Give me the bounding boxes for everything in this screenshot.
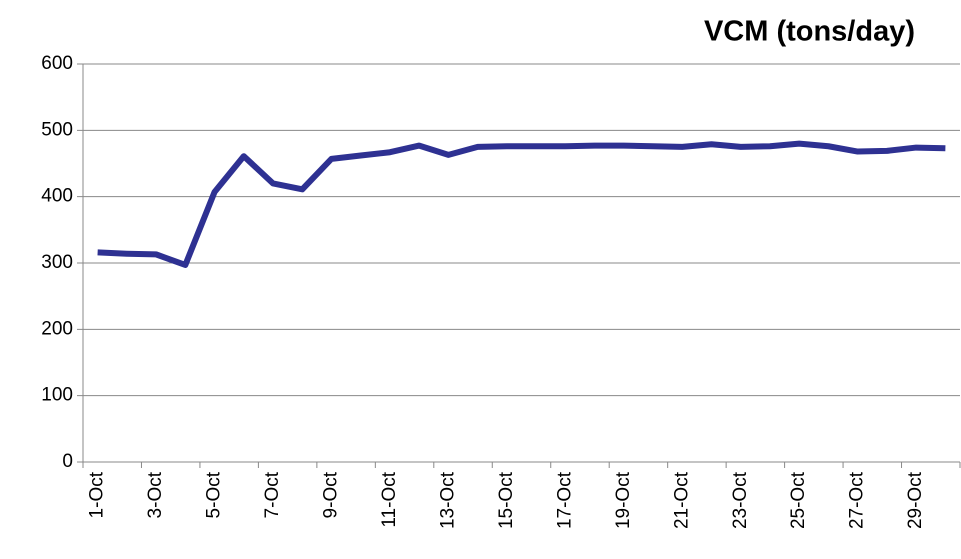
x-tick-label: 13-Oct bbox=[437, 471, 458, 529]
y-tick-label: 100 bbox=[41, 385, 73, 406]
x-tick-label: 15-Oct bbox=[496, 471, 517, 529]
x-tick-label: 23-Oct bbox=[730, 471, 751, 529]
x-tick-label: 3-Oct bbox=[145, 471, 166, 518]
y-tick-label: 500 bbox=[41, 119, 73, 140]
y-tick-label: 300 bbox=[41, 252, 73, 273]
y-tick-label: 600 bbox=[41, 53, 73, 74]
x-tick-label: 7-Oct bbox=[262, 471, 283, 518]
x-tick-label: 25-Oct bbox=[788, 471, 809, 529]
data-line bbox=[97, 140, 946, 268]
x-tick-label: 17-Oct bbox=[554, 471, 575, 529]
y-tick-label: 200 bbox=[41, 318, 73, 339]
y-tick-label: 400 bbox=[41, 186, 73, 207]
x-tick-label: 29-Oct bbox=[905, 471, 926, 529]
x-tick-label: 11-Oct bbox=[379, 471, 400, 527]
x-tick-label: 1-Oct bbox=[87, 471, 108, 518]
x-tick-label: 5-Oct bbox=[204, 471, 225, 518]
x-tick-label: 9-Oct bbox=[320, 471, 341, 518]
x-tick-label: 19-Oct bbox=[613, 471, 634, 529]
x-tick-label: 27-Oct bbox=[847, 471, 868, 529]
chart-title: VCM (tons/day) bbox=[704, 16, 915, 48]
x-tick-label: 21-Oct bbox=[671, 471, 692, 529]
y-tick-label: 0 bbox=[62, 451, 73, 472]
